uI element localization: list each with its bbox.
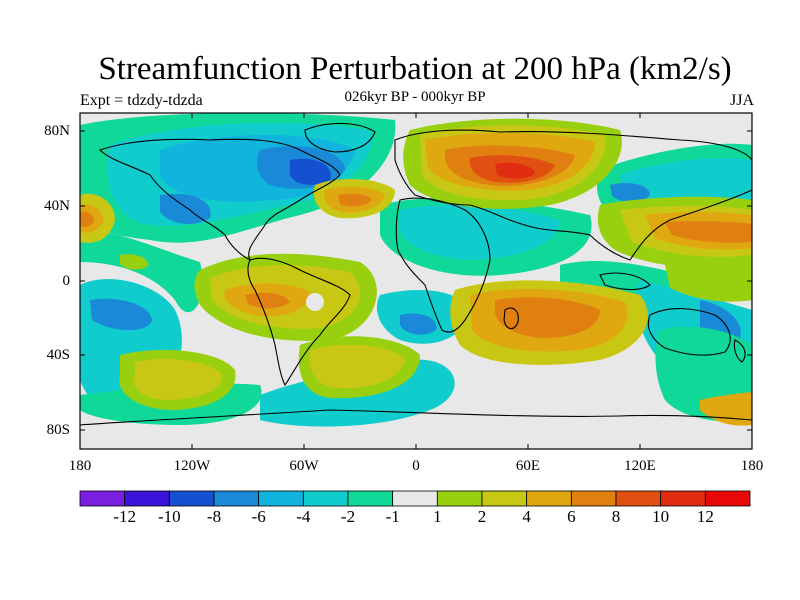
colorbar-swatch xyxy=(436,490,483,507)
colorbar-label: 1 xyxy=(433,507,442,526)
colorbar-swatch xyxy=(660,490,706,507)
colorbar-label: -2 xyxy=(340,507,356,526)
coastlines xyxy=(80,122,752,426)
chart-subtitle: 026kyr BP - 000kyr BP xyxy=(344,89,486,105)
season-label: JJA xyxy=(729,92,754,109)
colorbar-swatch xyxy=(615,490,662,507)
colorbar-swatch xyxy=(704,490,751,507)
colorbar xyxy=(79,490,751,507)
lon-tick-label: 0 xyxy=(412,458,420,474)
colorbar-label: -1 xyxy=(385,507,400,526)
colorbar-label: -10 xyxy=(157,507,181,526)
colorbar-label: 12 xyxy=(696,507,714,526)
lat-tick-label: 80N xyxy=(44,123,70,139)
experiment-label: Expt = tdzdy-tdzda xyxy=(80,92,203,109)
colorbar-swatch xyxy=(168,490,215,507)
lon-tick-label: 60E xyxy=(515,458,541,474)
lat-tick-label: 80S xyxy=(46,422,70,438)
positive-fills xyxy=(80,118,752,426)
lat-tick-label: 40N xyxy=(44,198,70,214)
colorbar-label: 10 xyxy=(652,507,670,526)
colorbar-swatch xyxy=(392,490,438,507)
colorbar-label: -6 xyxy=(251,507,266,526)
axis-ticks xyxy=(79,113,753,449)
colorbar-label: 6 xyxy=(567,507,576,526)
colorbar-swatch xyxy=(258,490,304,507)
lon-tick-label: 60W xyxy=(289,458,319,474)
colorbar-swatch xyxy=(347,490,394,507)
chart-title: Streamfunction Perturbation at 200 hPa (… xyxy=(98,51,732,87)
colorbar-swatch xyxy=(124,490,170,507)
colorbar-swatch xyxy=(570,490,617,507)
lon-tick-label: 120E xyxy=(624,458,656,474)
colorbar-swatch xyxy=(302,490,349,507)
colorbar-label: 2 xyxy=(477,507,487,526)
colorbar-swatch xyxy=(79,490,126,507)
lon-tick-label: 120W xyxy=(173,458,211,474)
colorbar-label: 8 xyxy=(611,507,621,526)
lon-tick-label: 180 xyxy=(740,458,764,474)
lat-tick-label: 40S xyxy=(46,347,70,363)
colorbar-label: -8 xyxy=(206,507,222,526)
colorbar-label: -4 xyxy=(296,507,311,526)
colorbar-swatch xyxy=(481,490,528,507)
colorbar-label: -12 xyxy=(113,507,136,526)
lon-tick-label: 180 xyxy=(68,458,92,474)
colorbar-swatch xyxy=(526,490,572,507)
lat-tick-label: 0 xyxy=(62,273,71,289)
colorbar-label: 4 xyxy=(522,507,531,526)
colorbar-swatch xyxy=(213,490,260,507)
